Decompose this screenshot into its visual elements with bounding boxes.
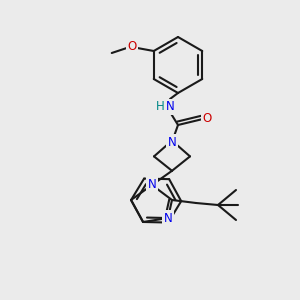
Text: O: O	[202, 112, 211, 124]
Text: N: N	[166, 100, 174, 113]
Text: N: N	[168, 136, 176, 148]
Text: O: O	[127, 40, 136, 53]
Text: H: H	[156, 100, 164, 113]
Text: N: N	[164, 212, 172, 224]
Text: N: N	[148, 178, 156, 191]
